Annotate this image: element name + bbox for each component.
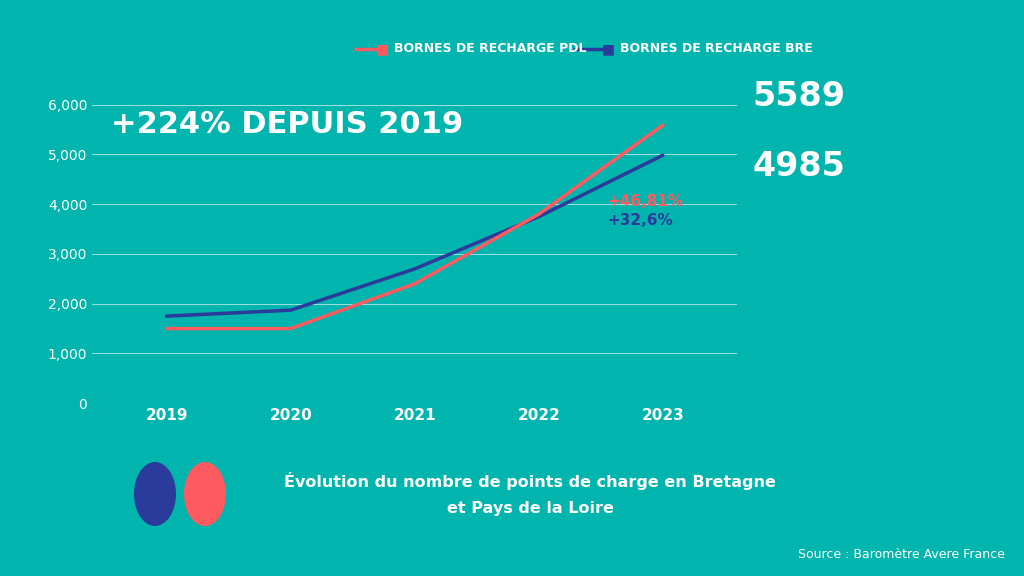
Text: +32,6%: +32,6% bbox=[607, 213, 673, 228]
Text: +224% DEPUIS 2019: +224% DEPUIS 2019 bbox=[111, 109, 463, 139]
Text: ■: ■ bbox=[376, 42, 389, 56]
Text: Évolution du nombre de points de charge en Bretagne: Évolution du nombre de points de charge … bbox=[284, 472, 776, 490]
Text: ■: ■ bbox=[601, 42, 614, 56]
Text: et Pays de la Loire: et Pays de la Loire bbox=[446, 501, 613, 516]
Text: 5589: 5589 bbox=[753, 80, 846, 113]
Text: Source : Baromètre Avere France: Source : Baromètre Avere France bbox=[798, 548, 1005, 560]
Ellipse shape bbox=[184, 462, 226, 526]
Text: 4985: 4985 bbox=[753, 150, 846, 183]
Text: BORNES DE RECHARGE BRE: BORNES DE RECHARGE BRE bbox=[620, 43, 812, 55]
Ellipse shape bbox=[134, 462, 176, 526]
Text: +46,81%: +46,81% bbox=[607, 194, 683, 209]
Text: BORNES DE RECHARGE PDL: BORNES DE RECHARGE PDL bbox=[394, 43, 587, 55]
